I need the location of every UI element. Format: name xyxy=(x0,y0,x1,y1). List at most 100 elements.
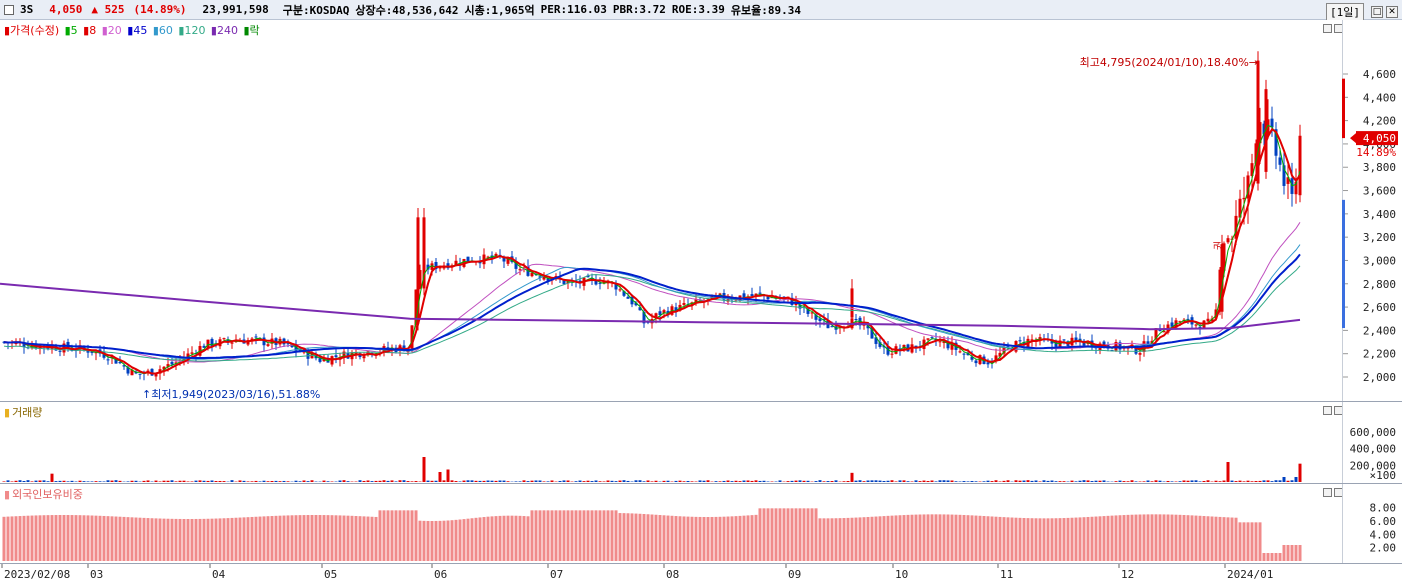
candle-body xyxy=(818,318,822,322)
foreign-ratio-bar xyxy=(374,516,378,561)
current-price: 4,050 xyxy=(49,3,83,16)
candle-body xyxy=(1258,122,1262,144)
legend-item[interactable]: ▮가격(수정) xyxy=(4,24,60,37)
legend-item[interactable]: ▮240 xyxy=(207,24,238,37)
foreign-ratio-bar xyxy=(742,515,746,561)
candle-body xyxy=(106,359,110,361)
volume-bar xyxy=(1102,480,1106,482)
foreign-ratio-bar xyxy=(146,518,150,561)
panel-minimize-icon[interactable] xyxy=(1323,488,1332,497)
stock-symbol[interactable]: 3S xyxy=(20,3,34,16)
candle-body xyxy=(1220,244,1224,312)
volume-tick-label: 600,000 xyxy=(1350,426,1396,439)
volume-bar xyxy=(202,480,206,482)
candle-body xyxy=(586,275,590,278)
candle-body xyxy=(150,368,154,376)
volume-bar xyxy=(534,480,538,482)
foreign-ratio-bar xyxy=(22,515,26,561)
volume-bar xyxy=(402,480,406,482)
volume-bar xyxy=(546,481,550,482)
foreign-tick-label: 4.00 xyxy=(1370,528,1397,541)
price-chart-panel[interactable]: ▮가격(수정) ▮5 ▮8 ▮20 ▮45 ▮60 ▮120 ▮240 ▮락 4… xyxy=(0,20,1402,402)
foreign-legend-label: 외국인보유비중 xyxy=(12,488,83,501)
candle-body xyxy=(814,314,818,320)
foreign-ratio-bar xyxy=(802,508,806,561)
foreign-ownership-panel[interactable]: ▮ 외국인보유비중 8.00 6.00 4.00 2.00 xyxy=(0,484,1402,564)
candle-body xyxy=(878,342,882,347)
candle-body xyxy=(850,288,854,318)
candle-body xyxy=(870,327,874,339)
volume-bar xyxy=(478,480,482,482)
volume-bar xyxy=(938,480,942,482)
foreign-ratio-bar xyxy=(338,515,342,561)
candle-body xyxy=(798,304,802,309)
foreign-ratio-bar xyxy=(726,516,730,561)
volume-bar xyxy=(1002,480,1006,482)
volume-bar xyxy=(834,480,838,482)
panel-minimize-icon[interactable] xyxy=(1323,406,1332,415)
foreign-ratio-bar xyxy=(970,515,974,561)
foreign-ratio-bar xyxy=(1190,515,1194,561)
volume-bar xyxy=(990,481,994,482)
foreign-ratio-bar xyxy=(1266,553,1270,561)
legend-item[interactable]: ▮60 xyxy=(149,24,173,37)
x-tick-label: 07 xyxy=(550,568,563,581)
candle-body xyxy=(1282,165,1286,186)
volume-bar xyxy=(890,480,894,482)
foreign-ownership-chart[interactable]: 8.006.004.002.00 xyxy=(0,484,1402,564)
maximize-button[interactable]: □ xyxy=(1371,6,1383,18)
volume-bar xyxy=(830,481,834,482)
select-checkbox[interactable] xyxy=(4,4,14,15)
candle-body xyxy=(938,341,942,343)
candle-body xyxy=(130,369,134,376)
foreign-ratio-bar xyxy=(74,515,78,561)
volume-bar xyxy=(426,480,430,482)
volume-bar xyxy=(1122,481,1126,482)
candle-body xyxy=(110,356,114,359)
price-chart[interactable]: 4,6004,4004,2004,0003,8003,6003,4003,200… xyxy=(0,20,1402,402)
close-button[interactable]: ✕ xyxy=(1386,6,1398,18)
volume-bar xyxy=(446,469,450,482)
volume-chart[interactable]: 600,000 400,000 200,000×100 xyxy=(0,402,1402,484)
volume-bar xyxy=(62,480,66,482)
candle-body xyxy=(1238,198,1242,218)
foreign-ratio-bar xyxy=(474,517,478,561)
period-selector[interactable]: [1일] xyxy=(1326,3,1364,21)
volume-bar xyxy=(38,480,42,482)
foreign-ratio-bar xyxy=(390,510,394,561)
foreign-ratio-bar xyxy=(86,515,90,561)
candle-body xyxy=(1222,243,1226,271)
candle-body xyxy=(1146,341,1150,346)
foreign-ratio-bar xyxy=(702,516,706,561)
foreign-ratio-bar xyxy=(1110,515,1114,561)
volume-bar xyxy=(66,481,70,482)
legend-item[interactable]: ▮5 xyxy=(61,24,78,37)
volume-bar xyxy=(794,480,798,482)
volume-bar xyxy=(258,481,262,482)
volume-bar xyxy=(1058,481,1062,482)
candle-body xyxy=(890,353,894,355)
volume-panel[interactable]: ▮ 거래량 600,000 400,000 200,000 ×100 xyxy=(0,402,1402,484)
legend-item[interactable]: ▮8 xyxy=(79,24,97,37)
candle-body xyxy=(454,260,458,266)
volume-bar xyxy=(922,480,926,482)
y-tick-label: 3,200 xyxy=(1363,231,1396,244)
candle-body xyxy=(922,339,926,350)
foreign-ratio-bar xyxy=(1178,514,1182,561)
price-change-pct: (14.89%) xyxy=(133,3,187,16)
foreign-ratio-bar xyxy=(918,514,922,561)
panel-minimize-icon[interactable] xyxy=(1323,24,1332,33)
foreign-ratio-bar xyxy=(882,516,886,561)
legend-item[interactable]: ▮120 xyxy=(174,24,206,37)
legend-item[interactable]: ▮락 xyxy=(239,24,260,37)
legend-item[interactable]: ▮20 xyxy=(98,24,122,37)
foreign-ratio-bar xyxy=(1230,517,1234,561)
foreign-ratio-bar xyxy=(410,510,414,561)
foreign-ratio-bar xyxy=(1226,517,1230,561)
volume-bar xyxy=(1214,480,1218,482)
foreign-ratio-bar xyxy=(78,515,82,561)
volume-bar xyxy=(578,480,582,482)
candle-body xyxy=(1178,321,1182,323)
legend-item[interactable]: ▮45 xyxy=(123,24,148,37)
foreign-ratio-bar xyxy=(814,508,818,561)
